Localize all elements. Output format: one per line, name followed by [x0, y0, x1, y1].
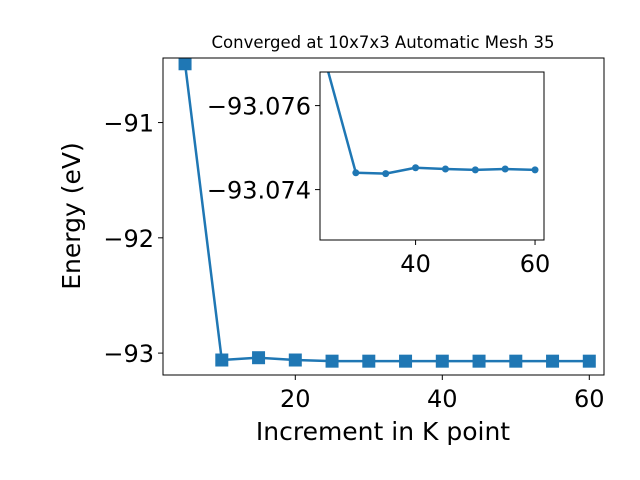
inset-y-tick-label: −93.076 [207, 93, 311, 121]
inset-data-point [352, 169, 360, 177]
main-x-tick-label: 40 [427, 385, 458, 413]
inset-x-tick-label: 60 [520, 250, 551, 278]
inset-data-point [471, 166, 479, 174]
x-axis-label: Increment in K point [256, 417, 510, 446]
inset-y-ticks: −93.076 −93.074 [207, 93, 320, 205]
inset-x-ticks: 40 60 [400, 240, 550, 278]
inset-axes: 40 60 −93.076 −93.074 [207, 60, 550, 278]
main-x-tick-label: 60 [574, 385, 605, 413]
main-y-tick-label: −91 [103, 110, 154, 138]
inset-data-point [531, 166, 539, 174]
main-y-ticks: −93 −92 −91 [103, 110, 163, 368]
main-y-tick-label: −92 [103, 225, 154, 253]
main-data-point [435, 354, 449, 368]
main-data-point [399, 354, 413, 368]
main-x-tick-label: 20 [280, 385, 311, 413]
main-data-point [546, 354, 560, 368]
inset-data-point [412, 164, 420, 172]
main-plot-area [178, 58, 596, 368]
main-data-point [472, 354, 486, 368]
inset-series-line [326, 72, 536, 175]
main-data-point [178, 58, 192, 71]
inset-y-tick-label: −93.074 [207, 177, 311, 205]
main-data-point [215, 353, 229, 367]
inset-plot-area [322, 60, 539, 178]
main-y-tick-label: −93 [103, 340, 154, 368]
inset-x-tick-label: 40 [400, 250, 431, 278]
inset-axes-frame [319, 71, 545, 241]
main-data-point [325, 354, 339, 368]
inset-data-point [382, 170, 390, 178]
y-axis-label: Energy (eV) [57, 142, 86, 289]
main-axes-frame [162, 57, 605, 376]
main-axes: 20 40 60 −93 −92 −91 [103, 57, 605, 413]
inset-data-point [322, 60, 329, 67]
inset-data-point [441, 165, 449, 173]
main-data-point [252, 351, 266, 365]
main-x-ticks: 20 40 60 [280, 375, 605, 413]
main-data-point [288, 353, 302, 367]
inset-data-point [501, 165, 509, 173]
main-data-point [509, 354, 523, 368]
inset-background [320, 72, 544, 240]
main-data-point [362, 354, 376, 368]
chart-title: Converged at 10x7x3 Automatic Mesh 35 [212, 33, 555, 52]
main-data-point [582, 354, 596, 368]
